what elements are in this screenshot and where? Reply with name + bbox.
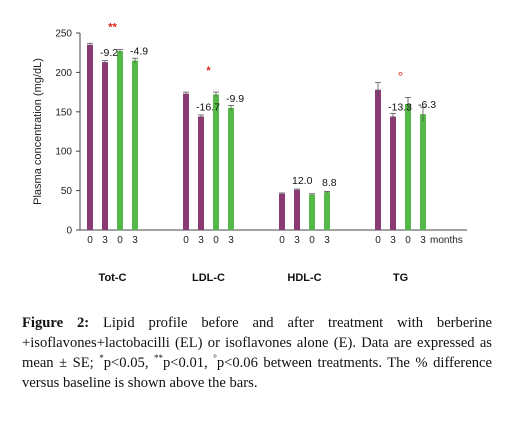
caption-sup-2: ** bbox=[153, 353, 163, 364]
bar bbox=[405, 103, 411, 230]
data-label: 12.0 bbox=[292, 175, 313, 187]
bar bbox=[87, 44, 93, 230]
caption-sup-3: ° bbox=[213, 353, 217, 364]
data-label: -16.7 bbox=[196, 102, 220, 114]
bar bbox=[420, 114, 426, 230]
bar bbox=[279, 193, 285, 230]
bar bbox=[324, 192, 330, 230]
data-label: 8.8 bbox=[322, 177, 337, 189]
x-tick-label: 0 bbox=[183, 235, 189, 246]
x-tick-label: 0 bbox=[375, 235, 381, 246]
y-axis-title: Plasma concentration (mg/dL) bbox=[32, 58, 44, 205]
y-tick-label: 100 bbox=[55, 147, 72, 158]
y-tick-label: 50 bbox=[61, 186, 73, 197]
x-tick-label: 3 bbox=[198, 235, 204, 246]
bar bbox=[132, 60, 138, 230]
bar bbox=[213, 94, 219, 231]
figure-caption: Figure 2: Lipid profile before and after… bbox=[22, 313, 492, 393]
caption-text-4: p<0.06 between treatments. The % differe… bbox=[22, 355, 492, 391]
x-unit-label: months bbox=[430, 235, 463, 246]
chart-axes: 0 50 100 150 200 250 Plasma concentration (mg/… bbox=[32, 29, 467, 237]
x-tick-label: 3 bbox=[294, 235, 300, 246]
caption-text-1: Lipid profile before and after treatment… bbox=[22, 315, 492, 371]
significance-marker: * bbox=[206, 65, 211, 77]
data-label: -13.3 bbox=[388, 102, 412, 114]
data-label: -9.2 bbox=[100, 47, 118, 59]
bar bbox=[183, 93, 189, 231]
x-tick-label: 0 bbox=[405, 235, 411, 246]
caption-text-3: p<0.01, bbox=[162, 355, 214, 371]
chart-bars bbox=[87, 42, 426, 231]
x-tick-label: 3 bbox=[420, 235, 426, 246]
figure-label: Figure 2: bbox=[22, 315, 90, 331]
x-tick-label: 3 bbox=[390, 235, 396, 246]
x-tick-label: 0 bbox=[117, 235, 123, 246]
significance-marker: ** bbox=[108, 22, 117, 34]
group-label: LDL-C bbox=[192, 272, 225, 284]
x-tick-label: 3 bbox=[132, 235, 138, 246]
caption-sup-1: * bbox=[99, 353, 104, 364]
group-label: HDL-C bbox=[287, 272, 321, 284]
x-tick-label: 0 bbox=[309, 235, 315, 246]
data-label: -4.9 bbox=[130, 46, 148, 58]
data-label: -6.3 bbox=[418, 99, 436, 111]
x-tick-label: 3 bbox=[324, 235, 330, 246]
y-tick-label: 150 bbox=[55, 107, 72, 118]
group-label: Tot-C bbox=[99, 272, 127, 284]
x-tick-label: 3 bbox=[102, 235, 108, 246]
y-tick-label: 0 bbox=[66, 226, 72, 237]
bar bbox=[375, 89, 381, 231]
x-tick-label: 0 bbox=[213, 235, 219, 246]
y-tick-label: 250 bbox=[55, 29, 72, 40]
bar bbox=[309, 194, 315, 230]
bar bbox=[228, 107, 234, 230]
x-tick-label: 3 bbox=[228, 235, 234, 246]
x-tick-label: 0 bbox=[87, 235, 93, 246]
x-tick-label: 0 bbox=[279, 235, 285, 246]
lipid-profile-bar-chart: 0 50 100 150 200 250 Plasma concentration (mg/… bbox=[32, 22, 467, 284]
y-tick-label: 200 bbox=[55, 68, 72, 79]
significance-marker: ° bbox=[398, 69, 404, 85]
data-label: -9.9 bbox=[226, 93, 244, 105]
bar bbox=[390, 116, 396, 230]
bar bbox=[117, 51, 123, 231]
bar bbox=[102, 62, 108, 230]
bar bbox=[198, 116, 204, 230]
bar bbox=[294, 189, 300, 230]
caption-text-2: p<0.05, bbox=[103, 355, 154, 371]
group-label: TG bbox=[393, 272, 408, 284]
